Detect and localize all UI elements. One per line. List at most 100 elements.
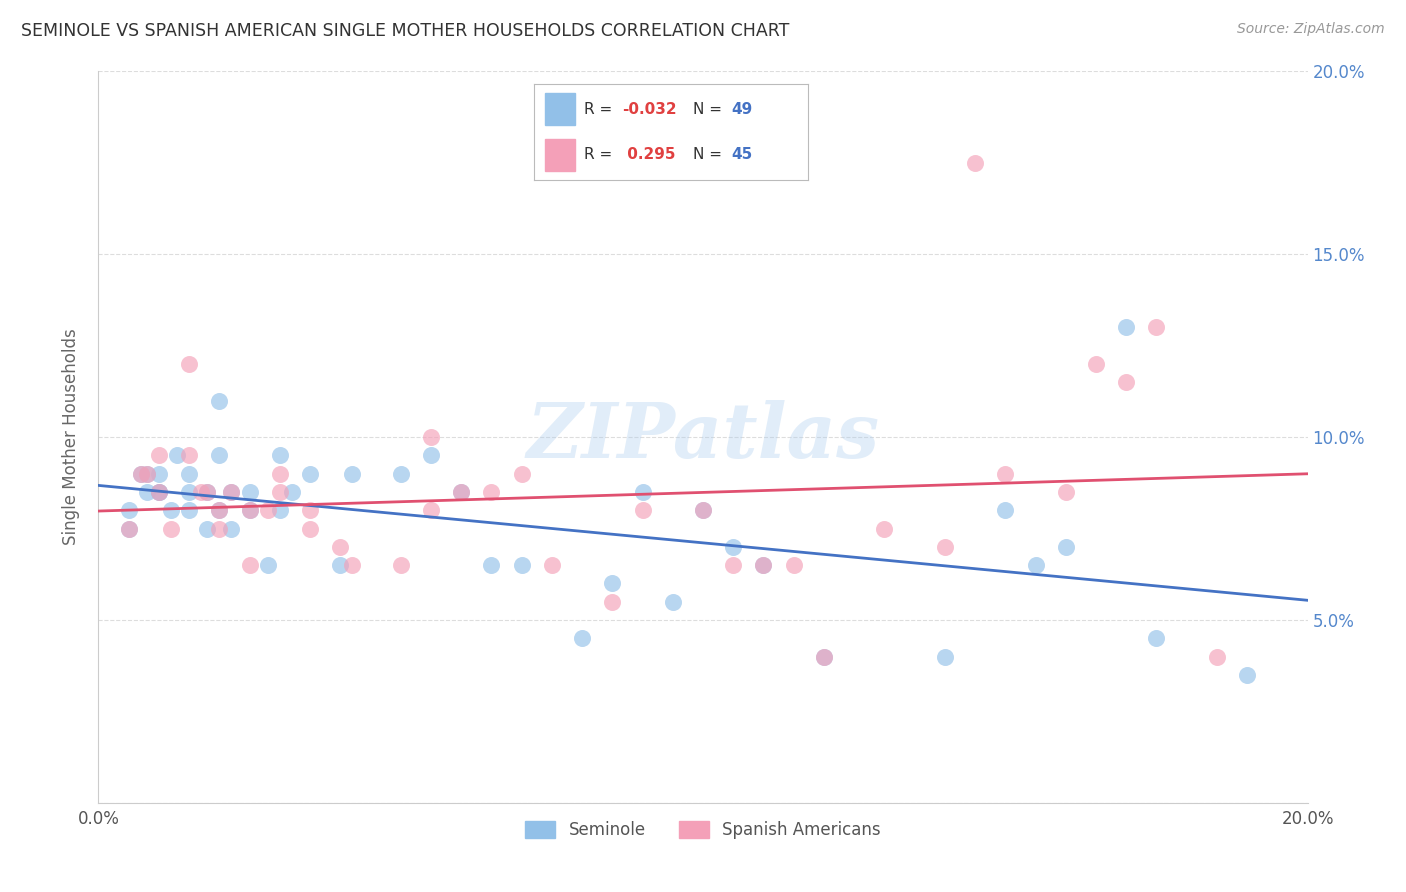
Spanish Americans (299, 503, 322, 517)
Seminole (195, 521, 218, 535)
Y-axis label: Single Mother Households: Single Mother Households (62, 329, 80, 545)
Text: 0.295: 0.295 (621, 146, 675, 161)
Spanish Americans (1115, 375, 1137, 389)
Spanish Americans (1206, 649, 1229, 664)
Seminole (1236, 667, 1258, 681)
Seminole (281, 485, 304, 500)
Spanish Americans (1085, 357, 1108, 371)
Seminole (135, 485, 157, 500)
Spanish Americans (118, 521, 141, 535)
Text: 45: 45 (731, 146, 754, 161)
Spanish Americans (420, 430, 443, 444)
Seminole (752, 558, 775, 573)
Spanish Americans (221, 485, 243, 500)
Spanish Americans (783, 558, 806, 573)
Spanish Americans (723, 558, 745, 573)
Legend: Seminole, Spanish Americans: Seminole, Spanish Americans (519, 814, 887, 846)
Seminole (813, 649, 835, 664)
Seminole (208, 393, 231, 408)
Text: 49: 49 (731, 103, 754, 118)
Text: -0.032: -0.032 (621, 103, 676, 118)
Seminole (342, 467, 364, 481)
Spanish Americans (481, 485, 503, 500)
Seminole (631, 485, 654, 500)
Spanish Americans (148, 448, 170, 462)
Seminole (195, 485, 218, 500)
Spanish Americans (208, 503, 231, 517)
Seminole (179, 503, 201, 517)
Text: N =: N = (693, 146, 727, 161)
Seminole (269, 503, 291, 517)
Spanish Americans (602, 594, 624, 608)
Text: N =: N = (693, 103, 727, 118)
Seminole (602, 576, 624, 591)
Seminole (1054, 540, 1077, 554)
Seminole (420, 448, 443, 462)
Seminole (329, 558, 352, 573)
Seminole (239, 485, 262, 500)
Seminole (239, 503, 262, 517)
Spanish Americans (752, 558, 775, 573)
Spanish Americans (631, 503, 654, 517)
Spanish Americans (129, 467, 152, 481)
Spanish Americans (148, 485, 170, 500)
Seminole (481, 558, 503, 573)
Seminole (221, 485, 243, 500)
Seminole (661, 594, 683, 608)
Seminole (148, 485, 170, 500)
Spanish Americans (1054, 485, 1077, 500)
Seminole (723, 540, 745, 554)
Text: ZIPatlas: ZIPatlas (526, 401, 880, 474)
Seminole (208, 448, 231, 462)
Seminole (1115, 320, 1137, 334)
Spanish Americans (934, 540, 956, 554)
Spanish Americans (179, 448, 201, 462)
Spanish Americans (389, 558, 412, 573)
Seminole (179, 467, 201, 481)
Seminole (148, 467, 170, 481)
Spanish Americans (269, 485, 291, 500)
Spanish Americans (540, 558, 562, 573)
Spanish Americans (256, 503, 278, 517)
Spanish Americans (1144, 320, 1167, 334)
Spanish Americans (160, 521, 183, 535)
Spanish Americans (329, 540, 352, 554)
Seminole (208, 503, 231, 517)
Seminole (994, 503, 1017, 517)
Spanish Americans (269, 467, 291, 481)
Seminole (166, 448, 188, 462)
Text: SEMINOLE VS SPANISH AMERICAN SINGLE MOTHER HOUSEHOLDS CORRELATION CHART: SEMINOLE VS SPANISH AMERICAN SINGLE MOTH… (21, 22, 789, 40)
Spanish Americans (179, 357, 201, 371)
Spanish Americans (342, 558, 364, 573)
Seminole (129, 467, 152, 481)
Seminole (221, 521, 243, 535)
Seminole (450, 485, 472, 500)
Spanish Americans (299, 521, 322, 535)
Seminole (934, 649, 956, 664)
Spanish Americans (965, 156, 987, 170)
Seminole (1024, 558, 1046, 573)
Spanish Americans (450, 485, 472, 500)
Seminole (148, 485, 170, 500)
Bar (546, 94, 575, 125)
Seminole (571, 632, 593, 646)
Seminole (179, 485, 201, 500)
Spanish Americans (239, 503, 262, 517)
Spanish Americans (208, 521, 231, 535)
Bar (546, 139, 575, 170)
Seminole (269, 448, 291, 462)
Spanish Americans (692, 503, 714, 517)
Spanish Americans (813, 649, 835, 664)
Seminole (135, 467, 157, 481)
Seminole (118, 503, 141, 517)
Seminole (160, 503, 183, 517)
Seminole (118, 521, 141, 535)
Spanish Americans (873, 521, 896, 535)
Seminole (299, 467, 322, 481)
Seminole (692, 503, 714, 517)
Seminole (389, 467, 412, 481)
Spanish Americans (510, 467, 533, 481)
Spanish Americans (135, 467, 157, 481)
Seminole (510, 558, 533, 573)
Spanish Americans (420, 503, 443, 517)
